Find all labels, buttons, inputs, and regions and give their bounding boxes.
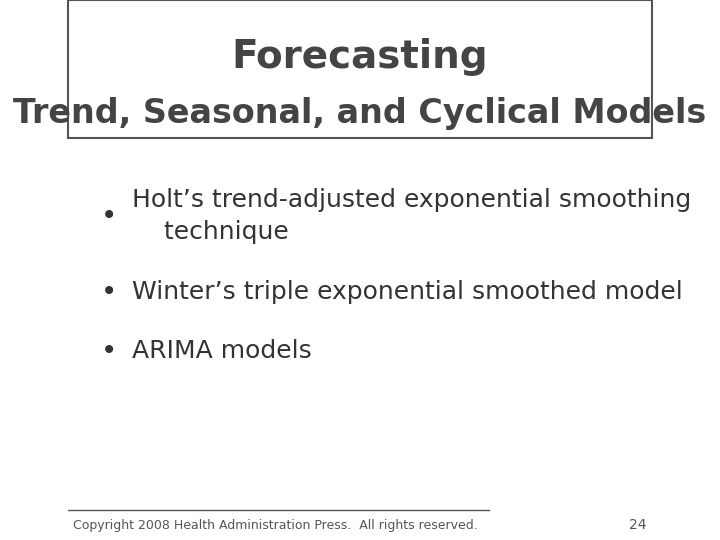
Text: Trend, Seasonal, and Cyclical Models: Trend, Seasonal, and Cyclical Models (14, 97, 706, 130)
Text: Winter’s triple exponential smoothed model: Winter’s triple exponential smoothed mod… (132, 280, 683, 303)
Text: 24: 24 (629, 518, 647, 532)
Text: Forecasting: Forecasting (232, 38, 488, 76)
Text: ARIMA models: ARIMA models (132, 339, 312, 363)
Text: Copyright 2008 Health Administration Press.  All rights reserved.: Copyright 2008 Health Administration Pre… (73, 519, 478, 532)
Text: •: • (100, 337, 117, 365)
Text: •: • (100, 278, 117, 306)
Text: •: • (100, 202, 117, 230)
Text: Holt’s trend-adjusted exponential smoothing
    technique: Holt’s trend-adjusted exponential smooth… (132, 188, 691, 244)
FancyBboxPatch shape (68, 0, 652, 138)
